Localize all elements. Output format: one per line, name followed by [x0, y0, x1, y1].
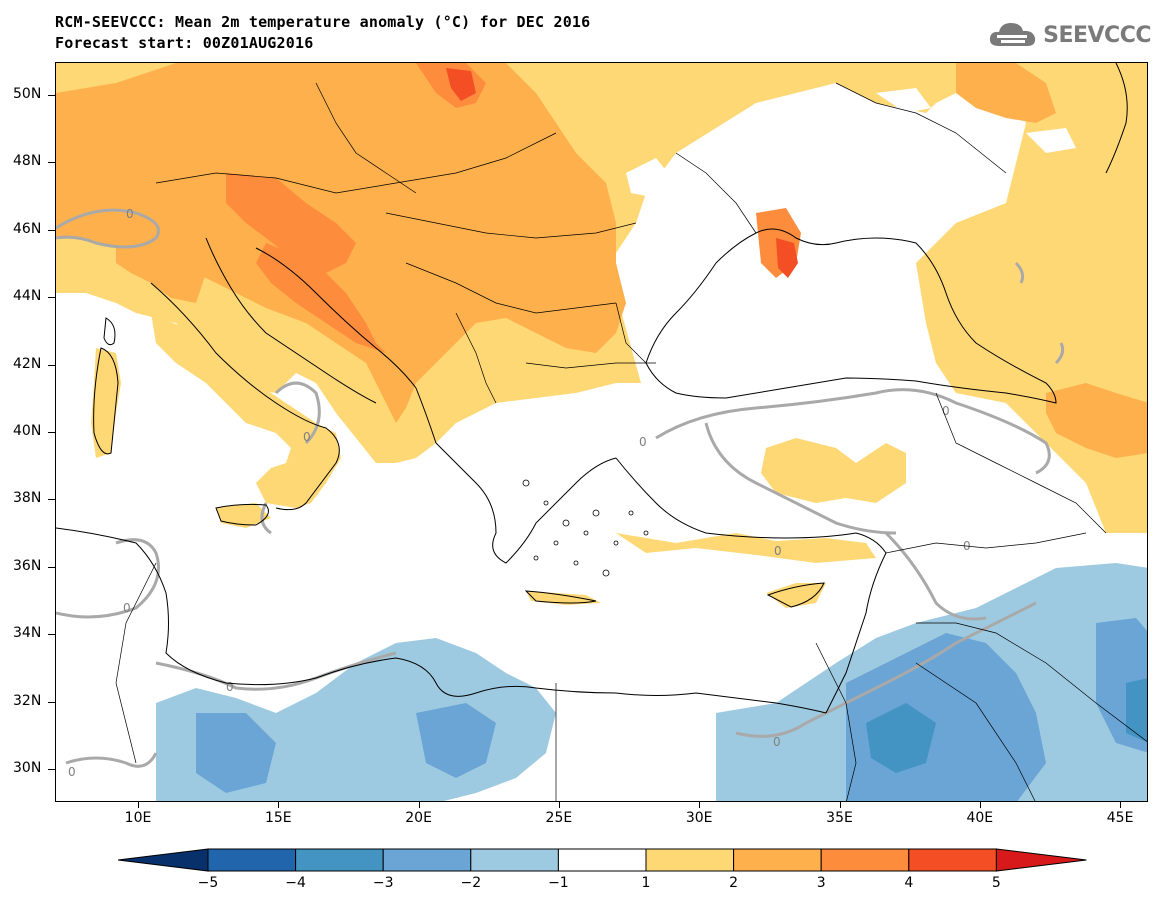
latitude-tick — [48, 701, 55, 703]
contour-label: 0 — [774, 544, 782, 558]
anomaly-region-neg3to4-iraq — [1126, 678, 1147, 743]
contour-label: 0 — [226, 680, 234, 694]
anomaly-region-turkey-coast — [616, 533, 876, 563]
cloud-icon — [990, 23, 1036, 46]
contour-label: 0 — [303, 430, 311, 444]
longitude-tick-label: 45E — [1106, 810, 1134, 826]
aegean-islands — [522, 479, 649, 577]
longitude-tick-label: 35E — [826, 810, 853, 826]
longitude-tick — [699, 802, 701, 808]
white-patch-moldova — [626, 158, 676, 198]
latitude-tick — [48, 297, 55, 299]
colorbar-tick-label: −5 — [197, 875, 219, 891]
white-patch-russia — [876, 88, 931, 113]
contour-label: 0 — [942, 404, 950, 418]
colorbar-tick-label: −4 — [285, 875, 306, 891]
latitude-tick-label: 36N — [13, 557, 42, 574]
colorbar-tick-label: 2 — [729, 875, 739, 891]
anomaly-map: 0 0 0 0 0 0 0 0 0 0 — [56, 63, 1147, 801]
anomaly-region-4to5-poland — [446, 68, 476, 101]
latitude-tick-label: 32N — [13, 692, 42, 709]
seevccc-logo: SEEVCCC — [987, 20, 1151, 50]
colorbar-tick-label: −2 — [460, 875, 482, 891]
contour-label: 0 — [773, 735, 781, 749]
anomaly-region-neg3to4-jordan — [866, 703, 936, 773]
anomaly-region-4to5-crimea — [776, 238, 798, 278]
longitude-tick-label: 25E — [545, 810, 573, 826]
colorbar-segment — [645, 848, 735, 872]
latitude-tick — [48, 364, 55, 366]
contour-label: 0 — [123, 601, 131, 615]
anomaly-region-3to4-alps — [226, 173, 356, 273]
colorbar-segment — [295, 848, 384, 872]
colorbar-tick-label: −1 — [548, 875, 569, 891]
longitude-tick — [278, 802, 280, 808]
latitude-tick — [48, 566, 55, 568]
anomaly-region-sicily — [216, 503, 271, 528]
latitude-tick-label: 34N — [13, 625, 42, 642]
longitude-tick-label: 10E — [124, 810, 152, 826]
longitude-tick — [839, 802, 841, 808]
anomaly-region-turkey — [761, 438, 906, 503]
anomaly-region-neg2to3-libya — [196, 713, 276, 793]
logo-text: SEEVCCC — [1043, 22, 1151, 48]
colorbar-segment — [908, 848, 997, 872]
latitude-tick — [48, 499, 55, 501]
colorbar-segment — [733, 848, 822, 872]
forecast-start-label: Forecast start: 00Z01AUG2016 — [55, 34, 314, 52]
contour-label: 0 — [68, 765, 76, 779]
latitude-tick-label: 50N — [13, 86, 42, 102]
country-borders — [115, 82, 1147, 801]
colorbar-lower-extension — [118, 848, 209, 872]
white-patch-ukraine — [776, 113, 846, 193]
latitude-tick-label: 40N — [13, 423, 42, 439]
longitude-tick-label: 15E — [264, 810, 292, 826]
latitude-tick — [48, 634, 55, 636]
latitude-tick-label: 44N — [13, 288, 42, 305]
colorbar-tick-label: 5 — [991, 875, 1001, 891]
longitude-tick — [558, 802, 560, 808]
latitude-tick — [48, 95, 55, 96]
colorbar-upper-extension — [995, 848, 1087, 872]
longitude-tick-label: 20E — [405, 810, 432, 826]
contour-label: 0 — [639, 435, 647, 449]
anomaly-region-caucasus — [1046, 383, 1147, 458]
latitude-tick-label: 48N — [13, 153, 42, 170]
longitude-tick — [979, 802, 981, 808]
chart-title: RCM-SEEVCCC: Mean 2m temperature anomaly… — [55, 13, 591, 31]
longitude-tick — [418, 802, 420, 808]
colorbar-segment — [207, 848, 297, 872]
colorbar-tick-label: 1 — [641, 875, 651, 891]
latitude-tick-label: 30N — [13, 760, 42, 776]
anomaly-region-italy — [151, 313, 341, 508]
longitude-tick-label: 30E — [685, 810, 713, 826]
colorbar-tick-label: 3 — [816, 875, 826, 891]
latitude-tick — [48, 162, 55, 164]
colorbar-segment — [820, 848, 910, 872]
longitude-tick — [138, 802, 139, 808]
longitude-tick — [1120, 802, 1122, 808]
colorbar-segment — [557, 848, 647, 872]
colorbar-segment — [470, 848, 559, 872]
colorbar-segment — [382, 848, 472, 872]
anomaly-region-ukraine-east — [956, 63, 1056, 123]
longitude-tick-label: 40E — [966, 810, 994, 826]
latitude-tick — [48, 769, 55, 770]
anomaly-region-neg2to3-egypt — [416, 703, 496, 778]
contour-label: 0 — [126, 207, 134, 221]
latitude-tick-label: 42N — [13, 355, 42, 372]
colorbar — [118, 848, 1087, 872]
latitude-tick — [48, 229, 55, 231]
map-panel: 0 0 0 0 0 0 0 0 0 0 — [55, 62, 1148, 802]
latitude-tick-label: 38N — [13, 490, 42, 507]
latitude-tick-label: 46N — [13, 220, 42, 237]
colorbar-tick-label: 4 — [904, 875, 914, 891]
latitude-tick — [48, 432, 55, 433]
anomaly-region-po-valley — [116, 238, 206, 303]
white-patch-east — [1026, 128, 1076, 153]
coastlines — [56, 63, 1128, 714]
colorbar-tick-label: −3 — [372, 875, 394, 891]
